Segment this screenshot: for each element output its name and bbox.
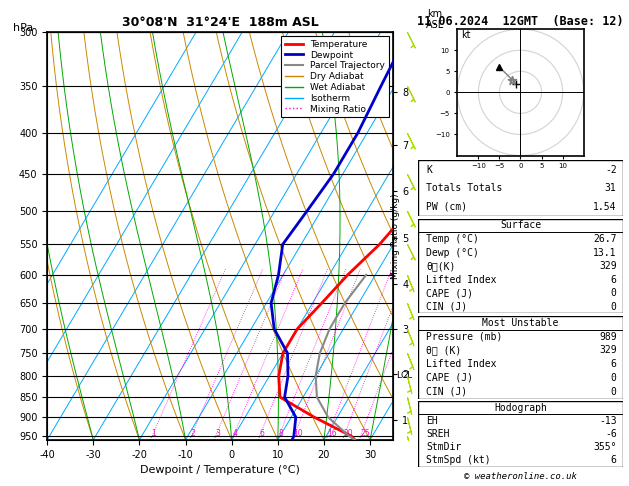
- Text: Most Unstable: Most Unstable: [482, 318, 559, 328]
- Text: EH: EH: [426, 416, 438, 426]
- Text: kt: kt: [462, 30, 471, 39]
- Text: 20: 20: [343, 429, 353, 438]
- Text: 989: 989: [599, 331, 616, 342]
- Text: PW (cm): PW (cm): [426, 202, 467, 212]
- Text: 13.1: 13.1: [593, 247, 616, 258]
- Text: Totals Totals: Totals Totals: [426, 183, 503, 193]
- Text: 0: 0: [611, 288, 616, 298]
- Text: SREH: SREH: [426, 429, 450, 439]
- Text: 329: 329: [599, 261, 616, 271]
- Text: 3: 3: [215, 429, 220, 438]
- Text: 355°: 355°: [593, 442, 616, 452]
- Text: 1.54: 1.54: [593, 202, 616, 212]
- Text: Lifted Index: Lifted Index: [426, 359, 497, 369]
- Title: 30°08'N  31°24'E  188m ASL: 30°08'N 31°24'E 188m ASL: [122, 16, 318, 29]
- Text: Lifted Index: Lifted Index: [426, 275, 497, 285]
- Text: 329: 329: [599, 346, 616, 355]
- Text: Pressure (mb): Pressure (mb): [426, 331, 503, 342]
- Text: 6: 6: [611, 275, 616, 285]
- Text: 26.7: 26.7: [593, 234, 616, 244]
- Text: LCL: LCL: [397, 371, 413, 381]
- Text: θᴄ(K): θᴄ(K): [426, 261, 456, 271]
- Text: 1: 1: [152, 429, 156, 438]
- Text: 0: 0: [611, 302, 616, 312]
- Text: 25: 25: [360, 429, 370, 438]
- X-axis label: Dewpoint / Temperature (°C): Dewpoint / Temperature (°C): [140, 465, 300, 475]
- Text: 6: 6: [259, 429, 264, 438]
- Text: CAPE (J): CAPE (J): [426, 288, 474, 298]
- Y-axis label: hPa: hPa: [13, 22, 33, 33]
- Text: © weatheronline.co.uk: © weatheronline.co.uk: [464, 472, 577, 481]
- Text: CIN (J): CIN (J): [426, 302, 467, 312]
- Text: -2: -2: [605, 165, 616, 174]
- Text: CIN (J): CIN (J): [426, 387, 467, 397]
- Text: Dewp (°C): Dewp (°C): [426, 247, 479, 258]
- Text: StmDir: StmDir: [426, 442, 462, 452]
- Text: θᴄ (K): θᴄ (K): [426, 346, 462, 355]
- Text: 0: 0: [611, 373, 616, 383]
- Text: 2: 2: [191, 429, 196, 438]
- Text: 4: 4: [233, 429, 238, 438]
- Text: CAPE (J): CAPE (J): [426, 373, 474, 383]
- Legend: Temperature, Dewpoint, Parcel Trajectory, Dry Adiabat, Wet Adiabat, Isotherm, Mi: Temperature, Dewpoint, Parcel Trajectory…: [281, 36, 389, 117]
- Text: 0: 0: [611, 387, 616, 397]
- Text: 16: 16: [327, 429, 337, 438]
- Text: Temp (°C): Temp (°C): [426, 234, 479, 244]
- Text: Mixing Ratio (g/kg): Mixing Ratio (g/kg): [391, 193, 399, 278]
- Text: 11.06.2024  12GMT  (Base: 12): 11.06.2024 12GMT (Base: 12): [417, 15, 624, 28]
- Text: Hodograph: Hodograph: [494, 402, 547, 413]
- Y-axis label: km
ASL: km ASL: [425, 9, 444, 30]
- Text: 31: 31: [605, 183, 616, 193]
- Text: 6: 6: [611, 455, 616, 465]
- Text: 6: 6: [611, 359, 616, 369]
- Text: StmSpd (kt): StmSpd (kt): [426, 455, 491, 465]
- Text: 10: 10: [294, 429, 303, 438]
- Text: Surface: Surface: [500, 221, 541, 230]
- Text: -13: -13: [599, 416, 616, 426]
- Text: 8: 8: [278, 429, 283, 438]
- Text: K: K: [426, 165, 432, 174]
- Text: -6: -6: [605, 429, 616, 439]
